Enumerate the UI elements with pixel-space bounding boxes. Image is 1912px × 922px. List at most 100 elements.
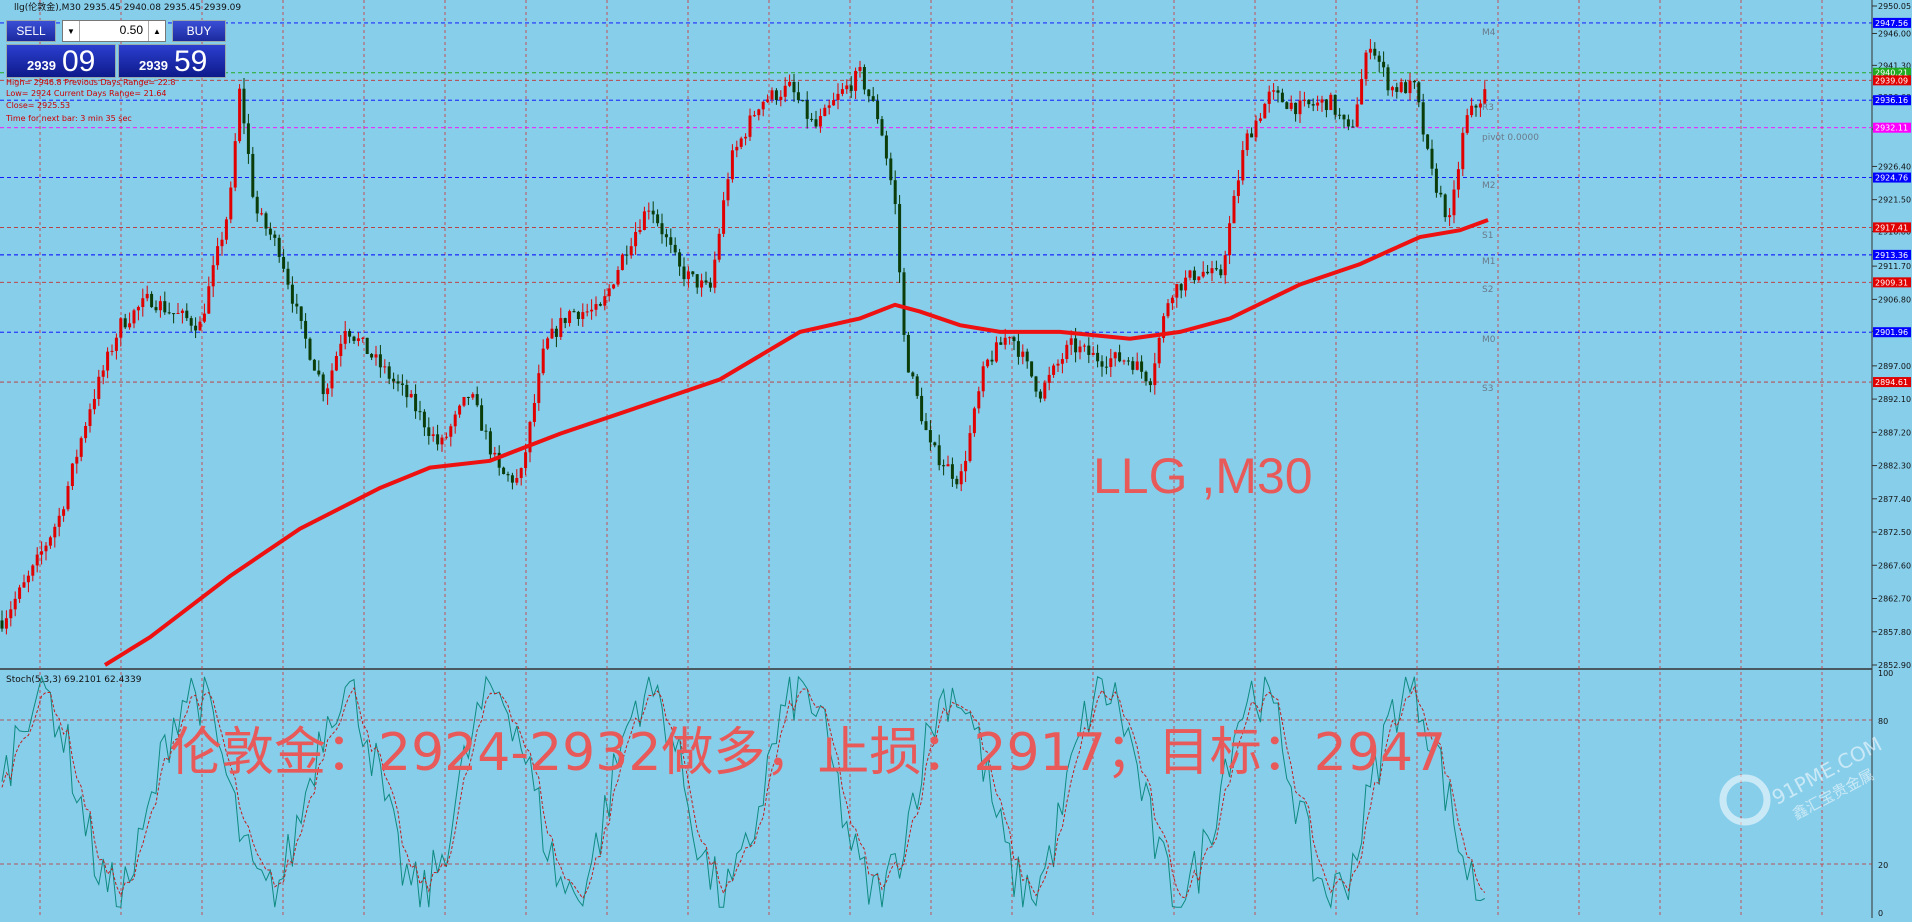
candle-body <box>154 307 158 311</box>
candle-body <box>268 228 272 235</box>
candle-body <box>840 89 844 94</box>
buy-quote-major: 2939 <box>139 58 168 73</box>
candle-body <box>1434 168 1438 193</box>
candle-body <box>440 437 444 445</box>
candle-body <box>374 354 378 358</box>
candle-body <box>26 575 30 583</box>
candle-body <box>1280 92 1284 103</box>
price-tag-label: 2940.21 <box>1875 69 1908 78</box>
candle-body <box>999 342 1003 345</box>
candle-body <box>1285 102 1289 109</box>
candle-body <box>867 89 871 97</box>
candle-body <box>1294 102 1298 115</box>
candle-body <box>638 230 642 232</box>
lot-size-field[interactable]: ▼ 0.50 ▲ <box>62 20 166 42</box>
candle-body <box>286 268 290 285</box>
candle-body <box>774 90 778 101</box>
candle-body <box>1069 338 1073 345</box>
pivot-label: S3 <box>1482 384 1493 394</box>
candle-body <box>876 100 880 120</box>
candle-body <box>75 456 79 464</box>
stoch-signal-line <box>1 685 1486 900</box>
candle-body <box>972 408 976 434</box>
candle-body <box>1100 361 1104 367</box>
axis-tick-label: 2872.50 <box>1878 528 1911 537</box>
lot-decrease-icon[interactable]: ▼ <box>63 21 80 41</box>
candle-body <box>409 393 413 398</box>
candle-body <box>119 318 123 338</box>
candle-body <box>713 259 717 288</box>
candle-body <box>1043 382 1047 399</box>
buy-quote[interactable]: 2939 59 <box>118 44 226 78</box>
candle-body <box>1192 270 1196 281</box>
chart-label: LLG ,M30 <box>1093 448 1313 504</box>
candle-body <box>1426 134 1430 149</box>
price-tag <box>1873 277 1911 288</box>
axis-tick-label: 2906.80 <box>1878 295 1911 304</box>
sell-quote-minor: 09 <box>62 45 96 78</box>
candle-body <box>1316 102 1320 106</box>
stoch-panel-bg <box>0 670 1872 918</box>
candle-body <box>1373 48 1377 56</box>
candle-body <box>884 135 888 159</box>
candle-body <box>312 359 316 371</box>
candle-body <box>845 85 849 90</box>
candle-body <box>757 109 761 116</box>
candle-body <box>449 426 453 437</box>
candle-body <box>730 150 734 180</box>
candle-body <box>1109 358 1113 368</box>
pivot-label: S2 <box>1482 285 1493 295</box>
candle-body <box>123 318 127 328</box>
candle-body <box>1074 338 1078 353</box>
candle-body <box>708 282 712 288</box>
sell-button[interactable]: SELL <box>6 20 56 42</box>
candle-body <box>224 219 228 240</box>
candle-body <box>101 370 105 377</box>
candle-body <box>1025 351 1029 362</box>
candle-body <box>1443 194 1447 218</box>
info-line-1: High= 2946.8 Previous Days Range= 22.8 <box>6 78 175 87</box>
price-tag-label: 2936.16 <box>1875 96 1908 105</box>
candle-body <box>1201 271 1205 277</box>
buy-button[interactable]: BUY <box>172 20 226 42</box>
vertical-grid <box>39 0 1823 918</box>
candle-body <box>1465 115 1469 133</box>
candle-body <box>726 179 730 201</box>
price-tag <box>1873 67 1911 78</box>
axis-tick-label: 2892.10 <box>1878 395 1911 404</box>
sell-quote[interactable]: 2939 09 <box>6 44 116 78</box>
candle-body <box>1175 284 1179 298</box>
buy-quote-minor: 59 <box>174 45 208 78</box>
candle-body <box>141 298 145 308</box>
candle-body <box>317 370 321 375</box>
candle-body <box>1157 337 1161 364</box>
candle-body <box>436 434 440 445</box>
candle-body <box>761 101 765 110</box>
lot-increase-icon[interactable]: ▲ <box>148 21 165 41</box>
candle-body <box>4 618 8 629</box>
stochastic-indicator: 100 80 20 0 <box>0 669 1893 918</box>
candle-body <box>1338 114 1342 116</box>
candle-body <box>1272 90 1276 92</box>
candle-body <box>827 105 831 108</box>
candle-body <box>590 309 594 312</box>
info-line-2: Low= 2924 Current Days Range= 21.64 <box>6 89 167 98</box>
pivot-label: M0 <box>1482 335 1496 345</box>
candle-body <box>1236 180 1240 196</box>
candle-body <box>722 200 726 234</box>
candle-body <box>128 323 132 328</box>
candle-body <box>216 246 220 266</box>
candle-body <box>1320 99 1324 103</box>
candle-body <box>1448 215 1452 218</box>
candle-body <box>1311 104 1315 106</box>
lot-size-value[interactable]: 0.50 <box>119 23 143 37</box>
candle-body <box>1065 344 1069 360</box>
candle-body <box>471 394 475 398</box>
watermark-logo: 91PME.COM 鑫汇宝贵金属 <box>1719 732 1886 826</box>
candle-body <box>370 353 374 358</box>
price-tag-label: 2917.41 <box>1875 223 1908 232</box>
candle-body <box>528 421 532 453</box>
candle-body <box>88 409 92 426</box>
